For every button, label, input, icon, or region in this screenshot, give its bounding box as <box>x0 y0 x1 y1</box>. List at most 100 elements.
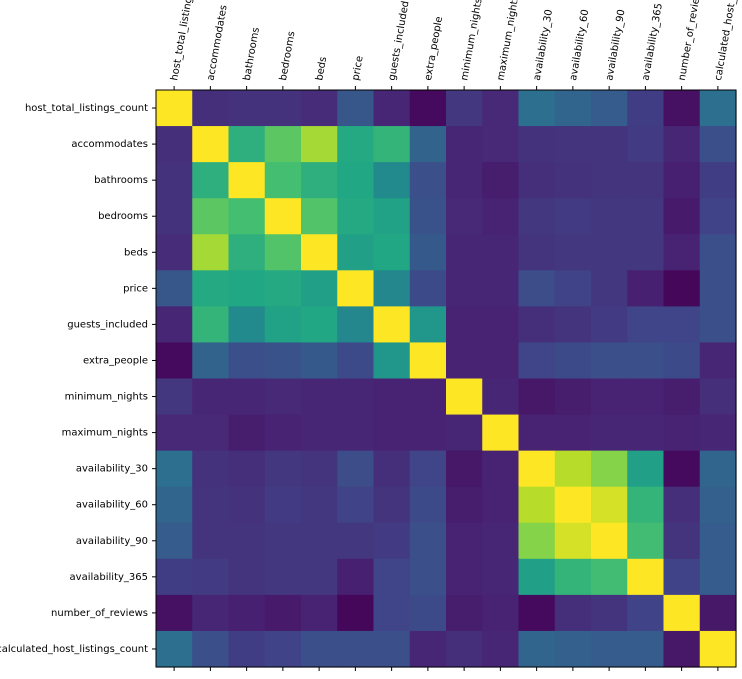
heatmap-cell <box>228 198 266 235</box>
heatmap-cell <box>663 486 701 524</box>
heatmap-cell <box>373 270 411 307</box>
heatmap-cell <box>482 414 520 452</box>
heatmap-cell <box>446 558 483 596</box>
heatmap-cell <box>482 594 520 632</box>
heatmap-cell <box>627 522 665 560</box>
heatmap-cell <box>192 162 230 199</box>
heatmap-cell <box>337 270 375 307</box>
heatmap-cell <box>591 414 628 452</box>
heatmap-cell <box>228 126 266 163</box>
heatmap-cell <box>228 630 266 668</box>
heatmap-cell <box>663 378 701 416</box>
heatmap-cell <box>699 342 737 380</box>
heatmap-cell <box>301 234 338 271</box>
heatmap-cell <box>337 306 375 344</box>
heatmap-cell <box>554 630 592 668</box>
heatmap-cell <box>663 630 701 668</box>
heatmap-cell <box>482 90 520 127</box>
x-tick-label: guests_included <box>387 0 412 81</box>
heatmap-cell <box>518 414 556 452</box>
heatmap-cell <box>192 90 230 127</box>
heatmap-cell <box>627 234 665 271</box>
x-tick-label: host_total_listing <box>169 0 195 82</box>
heatmap-cell <box>228 306 266 344</box>
heatmap-cell <box>301 126 338 163</box>
heatmap-cell <box>627 378 665 416</box>
y-tick-label: availability_60 <box>76 500 148 511</box>
heatmap-cell <box>446 90 483 127</box>
heatmap-cell <box>554 234 592 271</box>
heatmap-cell <box>228 90 266 127</box>
heatmap-cell <box>156 450 193 488</box>
x-tick-label: minimum_nights <box>459 0 484 82</box>
heatmap-cell <box>192 198 230 235</box>
heatmap-cell <box>373 162 411 199</box>
heatmap-cell <box>156 198 193 235</box>
heatmap-cell <box>554 558 592 596</box>
heatmap-cell <box>446 234 483 271</box>
heatmap-cell <box>264 594 302 632</box>
heatmap-cell <box>373 486 411 524</box>
heatmap-cell <box>301 558 338 596</box>
heatmap-cell <box>373 522 411 560</box>
y-tick-label: guests_included <box>67 319 148 330</box>
heatmap-cell <box>627 414 665 452</box>
heatmap-cell <box>156 126 193 163</box>
heatmap-cell <box>409 162 447 199</box>
heatmap-cell <box>482 486 520 524</box>
heatmap-cell <box>518 234 556 271</box>
heatmap-cell <box>663 414 701 452</box>
heatmap-cell <box>446 630 483 668</box>
heatmap-cell <box>699 90 737 127</box>
heatmap-cell <box>337 630 375 668</box>
heatmap-cell <box>699 162 737 199</box>
heatmap-cell <box>554 486 592 524</box>
heatmap-cell <box>446 342 483 380</box>
heatmap-cell <box>627 198 665 235</box>
heatmap-cell <box>337 342 375 380</box>
heatmap-cell <box>192 270 230 307</box>
x-tick-label: availability_90 <box>604 9 627 82</box>
heatmap-cell <box>156 342 193 380</box>
heatmap-cell <box>446 486 483 524</box>
heatmap-cell <box>663 594 701 632</box>
y-tick-label: minimum_nights <box>65 392 148 403</box>
heatmap-cell <box>663 234 701 271</box>
heatmap-cell <box>518 558 556 596</box>
heatmap-cell <box>301 486 338 524</box>
heatmap-cell <box>446 522 483 560</box>
heatmap-cell <box>409 234 447 271</box>
heatmap-cell <box>482 378 520 416</box>
heatmap-cell <box>337 486 375 524</box>
heatmap-cell <box>591 522 628 560</box>
x-tick-label: bedrooms <box>278 30 298 81</box>
heatmap-cell <box>301 198 338 235</box>
heatmap-cell <box>337 90 375 127</box>
heatmap-cell <box>699 630 737 668</box>
heatmap-cell <box>591 162 628 199</box>
heatmap-cell <box>337 378 375 416</box>
heatmap-cell <box>301 522 338 560</box>
heatmap-cell <box>663 162 701 199</box>
y-tick-label: beds <box>124 247 148 258</box>
y-tick-label: price <box>123 283 148 294</box>
heatmap-cell <box>554 162 592 199</box>
heatmap-cell <box>264 126 302 163</box>
heatmap-cell <box>627 558 665 596</box>
y-tick-label: bedrooms <box>98 211 148 222</box>
heatmap-cell <box>264 522 302 560</box>
heatmap-cell <box>518 594 556 632</box>
heatmap-cell <box>591 558 628 596</box>
heatmap-cell <box>518 306 556 344</box>
heatmap-cell <box>264 630 302 668</box>
heatmap-cell <box>337 126 375 163</box>
heatmap-cell <box>663 126 701 163</box>
heatmap-cell <box>591 630 628 668</box>
heatmap-cell <box>591 126 628 163</box>
heatmap-cell <box>337 522 375 560</box>
heatmap-cell <box>446 378 483 416</box>
heatmap-cell <box>518 378 556 416</box>
heatmap-cell <box>627 342 665 380</box>
heatmap-cell <box>409 414 447 452</box>
heatmap-cell <box>228 414 266 452</box>
